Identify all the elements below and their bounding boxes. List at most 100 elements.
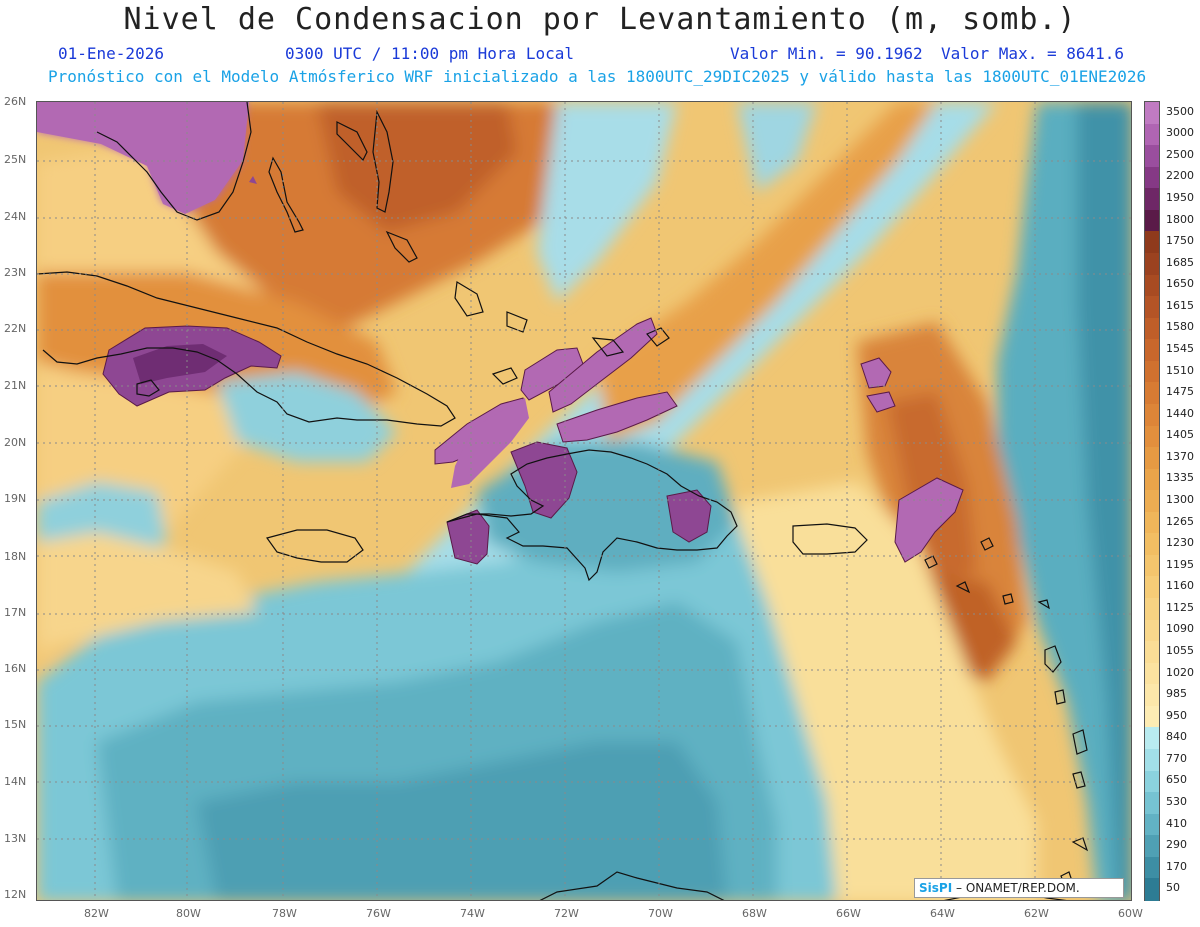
valid-date: 01-Ene-2026 xyxy=(58,44,164,63)
coast-st-lucia xyxy=(1072,771,1086,789)
coast-antilles-3 xyxy=(980,537,994,551)
lon-label-80w: 80W xyxy=(176,907,201,920)
legend-swatch-3000 xyxy=(1145,123,1159,146)
legend-label-840: 840 xyxy=(1166,730,1187,744)
legend-label-950: 950 xyxy=(1166,708,1187,722)
legend-swatch-1440 xyxy=(1145,403,1159,427)
legend-label-1300: 1300 xyxy=(1166,493,1194,506)
lat-label-22n: 22N xyxy=(4,322,27,335)
legend-swatch-1650 xyxy=(1145,274,1159,297)
coast-antilles-5 xyxy=(1037,599,1050,610)
legend-label-1475: 1475 xyxy=(1166,385,1194,399)
legend-label-530: 530 xyxy=(1166,794,1187,808)
legend-swatch-1510 xyxy=(1145,360,1159,383)
legend-swatch-1750 xyxy=(1145,231,1159,254)
lon-label-74w: 74W xyxy=(460,907,485,920)
lon-label-82w: 82W xyxy=(84,907,109,920)
legend-swatch-170 xyxy=(1145,856,1159,880)
lat-label-14n: 14N xyxy=(4,775,27,788)
color-legend xyxy=(1144,101,1160,901)
legend-swatch-1800 xyxy=(1145,209,1159,232)
coast-long-island xyxy=(454,281,484,317)
legend-label-1230: 1230 xyxy=(1166,536,1194,550)
legend-swatch-1405 xyxy=(1145,425,1159,448)
legend-swatch-1615 xyxy=(1145,296,1159,319)
legend-label-1160: 1160 xyxy=(1166,579,1194,593)
credit-text: – ONAMET/REP.DOM. xyxy=(956,881,1080,895)
legend-swatch-1685 xyxy=(1145,252,1159,276)
legend-swatch-290 xyxy=(1145,835,1159,858)
legend-swatch-1265 xyxy=(1145,511,1159,534)
legend-label-1370: 1370 xyxy=(1166,449,1194,463)
lon-label-60w: 60W xyxy=(1118,907,1143,920)
legend-label-3500: 3500 xyxy=(1166,104,1194,118)
legend-swatch-1370 xyxy=(1145,447,1159,470)
legend-label-1195: 1195 xyxy=(1166,557,1194,571)
coast-martinique xyxy=(1072,729,1088,755)
legend-swatch-1230 xyxy=(1145,533,1159,556)
coast-acklins xyxy=(506,311,528,333)
legend-label-3000: 3000 xyxy=(1166,126,1194,140)
legend-swatch-1195 xyxy=(1145,554,1159,578)
graticule xyxy=(37,102,1131,900)
legend-swatch-840 xyxy=(1145,727,1159,750)
legend-swatch-3500 xyxy=(1145,102,1159,125)
legend-label-1440: 1440 xyxy=(1166,406,1194,420)
legend-label-650: 650 xyxy=(1166,773,1187,787)
legend-label-1685: 1685 xyxy=(1166,255,1194,269)
legend-label-1020: 1020 xyxy=(1166,665,1194,679)
coast-hispaniola xyxy=(446,449,738,582)
max-value: Valor Max. = 8641.6 xyxy=(941,44,1125,63)
lat-label-19n: 19N xyxy=(4,492,27,505)
legend-label-1405: 1405 xyxy=(1166,428,1194,442)
coast-inagua xyxy=(591,337,625,357)
legend-label-1750: 1750 xyxy=(1166,234,1194,248)
legend-swatch-1335 xyxy=(1145,468,1159,491)
legend-label-1055: 1055 xyxy=(1166,643,1194,657)
map-title: Nivel de Condensacion por Levantamiento … xyxy=(123,2,1077,37)
lon-label-78w: 78W xyxy=(272,907,297,920)
legend-swatch-1055 xyxy=(1145,641,1159,664)
legend-label-1335: 1335 xyxy=(1166,471,1194,485)
legend-swatch-1950 xyxy=(1145,188,1159,211)
legend-label-985: 985 xyxy=(1166,687,1187,701)
lon-label-66w: 66W xyxy=(836,907,861,920)
lat-label-20n: 20N xyxy=(4,436,27,449)
lat-label-21n: 21N xyxy=(4,379,27,392)
lon-label-70w: 70W xyxy=(648,907,673,920)
legend-label-1510: 1510 xyxy=(1166,363,1194,377)
legend-swatch-1300 xyxy=(1145,490,1159,513)
valid-time: 0300 UTC / 11:00 pm Hora Local xyxy=(285,44,574,63)
lon-label-76w: 76W xyxy=(366,907,391,920)
legend-swatch-2500 xyxy=(1145,145,1159,168)
legend-label-1125: 1125 xyxy=(1166,600,1194,614)
coast-antilles-2 xyxy=(955,581,971,594)
legend-swatch-1475 xyxy=(1145,382,1159,405)
legend-swatch-530 xyxy=(1145,792,1159,815)
forecast-note: Pronóstico con el Modelo Atmósferico WRF… xyxy=(48,67,1147,86)
coast-bahama-bank xyxy=(372,109,394,213)
legend-label-770: 770 xyxy=(1166,751,1187,765)
legend-label-1580: 1580 xyxy=(1166,320,1194,334)
lcl-field xyxy=(37,102,1131,900)
legend-swatch-1580 xyxy=(1145,317,1159,340)
legend-label-2500: 2500 xyxy=(1166,147,1194,161)
legend-label-1615: 1615 xyxy=(1166,298,1194,312)
credit-box: SisPI – ONAMET/REP.DOM. xyxy=(914,878,1124,898)
map-canvas xyxy=(37,102,1131,900)
legend-label-2200: 2200 xyxy=(1166,169,1194,183)
lat-label-18n: 18N xyxy=(4,550,27,563)
legend-swatch-770 xyxy=(1145,749,1159,772)
coast-isla-juventud xyxy=(136,379,160,397)
legend-swatch-50 xyxy=(1145,878,1159,901)
lat-label-16n: 16N xyxy=(4,662,27,675)
legend-label-170: 170 xyxy=(1166,859,1187,873)
legend-label-1950: 1950 xyxy=(1166,191,1194,205)
lat-label-24n: 24N xyxy=(4,210,27,223)
legend-swatch-985 xyxy=(1145,684,1159,707)
legend-label-1090: 1090 xyxy=(1166,622,1194,636)
coast-south-america xyxy=(539,871,725,900)
coast-guadeloupe xyxy=(1044,645,1062,673)
coast-antilles-4 xyxy=(1002,593,1014,605)
credit-brand: SisPI xyxy=(919,881,953,895)
